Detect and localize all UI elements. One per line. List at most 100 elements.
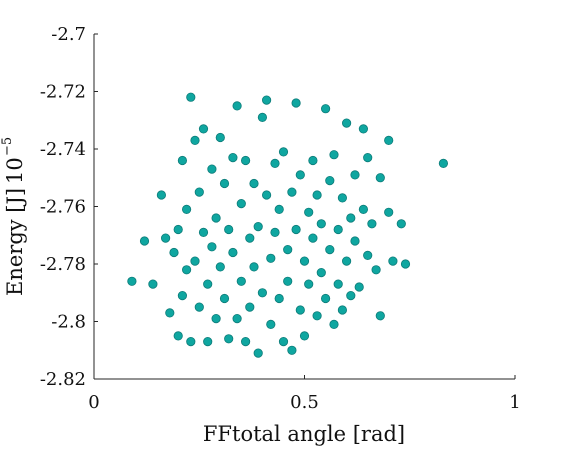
data-point xyxy=(253,348,263,358)
data-point xyxy=(177,290,187,301)
data-point xyxy=(367,219,377,229)
x-tick-label: 1 xyxy=(509,392,520,413)
data-point xyxy=(198,227,209,237)
data-point xyxy=(236,199,246,209)
y-tick-label: -2.7 xyxy=(51,24,86,45)
y-axis-title: Energy [J] xyxy=(3,188,27,296)
data-point xyxy=(341,256,352,266)
data-point xyxy=(299,331,310,341)
data-point xyxy=(198,124,209,134)
data-point xyxy=(207,164,217,174)
x-tick-label: 0.5 xyxy=(290,392,319,413)
data-point xyxy=(173,331,183,341)
data-point xyxy=(358,124,368,134)
data-point xyxy=(274,293,284,304)
data-point xyxy=(245,233,255,243)
data-point xyxy=(190,256,200,266)
data-point xyxy=(232,313,242,324)
data-point xyxy=(148,279,158,289)
data-point xyxy=(211,213,221,223)
data-point xyxy=(186,336,196,347)
data-point xyxy=(232,101,242,111)
x-ticks: 0 0.5 1 xyxy=(88,375,521,413)
data-point xyxy=(215,262,225,272)
data-point xyxy=(283,276,293,286)
data-point xyxy=(283,245,293,255)
data-point xyxy=(333,224,343,235)
data-point xyxy=(333,279,343,289)
data-point xyxy=(169,247,179,258)
data-point xyxy=(396,219,406,229)
data-point xyxy=(219,293,230,304)
data-point xyxy=(337,305,347,315)
data-point xyxy=(346,290,356,301)
data-point xyxy=(127,276,137,286)
data-point xyxy=(266,319,276,329)
data-point xyxy=(325,176,335,186)
data-point xyxy=(299,256,310,266)
data-point xyxy=(186,92,196,102)
y-axis-title-group: Energy [J] 10 −5 xyxy=(0,137,27,296)
points-layer xyxy=(127,92,448,358)
data-point xyxy=(228,153,238,163)
data-point xyxy=(388,256,398,266)
data-point xyxy=(249,178,259,189)
data-point xyxy=(228,247,238,258)
data-point xyxy=(384,135,394,145)
data-point xyxy=(173,224,183,235)
data-point xyxy=(291,98,301,108)
data-point xyxy=(161,233,171,243)
data-point xyxy=(278,336,289,347)
data-point xyxy=(215,132,225,143)
y-axis-exponent-base: 10 xyxy=(3,157,27,184)
data-point xyxy=(320,293,331,304)
data-point xyxy=(156,190,166,200)
data-point xyxy=(203,336,213,347)
data-point xyxy=(341,118,352,128)
x-axis-title: FFtotal angle [rad] xyxy=(203,422,405,446)
data-point xyxy=(308,155,318,166)
x-tick-label: 0 xyxy=(88,392,99,413)
data-point xyxy=(320,104,331,114)
data-point xyxy=(182,265,192,275)
data-point xyxy=(211,313,221,324)
data-point xyxy=(304,207,314,217)
data-point xyxy=(190,135,200,145)
data-point xyxy=(270,227,280,237)
plot-area: -2.7-2.72-2.74-2.76-2.78-2.8-2.82 0 0.5 1 xyxy=(40,24,521,413)
y-axis-exponent-power: −5 xyxy=(0,137,15,156)
data-point xyxy=(236,276,246,286)
data-point xyxy=(274,204,284,214)
data-point xyxy=(350,236,360,246)
y-tick-label: -2.8 xyxy=(51,312,86,333)
data-point xyxy=(329,150,339,160)
data-point xyxy=(312,190,322,200)
data-point xyxy=(295,305,305,315)
data-point xyxy=(257,288,267,298)
data-point xyxy=(266,253,276,263)
data-point xyxy=(312,311,322,321)
data-point xyxy=(207,242,217,252)
data-point xyxy=(438,158,448,168)
data-point xyxy=(139,236,150,246)
data-point xyxy=(219,178,230,189)
data-point xyxy=(224,224,234,235)
data-point xyxy=(363,153,373,163)
data-point xyxy=(329,319,339,329)
y-tick-label: -2.82 xyxy=(40,369,86,390)
data-point xyxy=(241,155,251,166)
data-point xyxy=(354,282,364,292)
data-point xyxy=(316,267,326,278)
data-point xyxy=(165,308,175,318)
y-tick-label: -2.78 xyxy=(40,254,86,275)
data-point xyxy=(363,250,373,260)
data-point xyxy=(375,173,385,183)
data-point xyxy=(203,279,213,289)
data-point xyxy=(270,158,280,168)
data-point xyxy=(325,245,335,255)
data-point xyxy=(295,170,305,180)
data-point xyxy=(400,259,411,269)
data-point xyxy=(316,219,326,229)
data-point xyxy=(194,187,204,197)
